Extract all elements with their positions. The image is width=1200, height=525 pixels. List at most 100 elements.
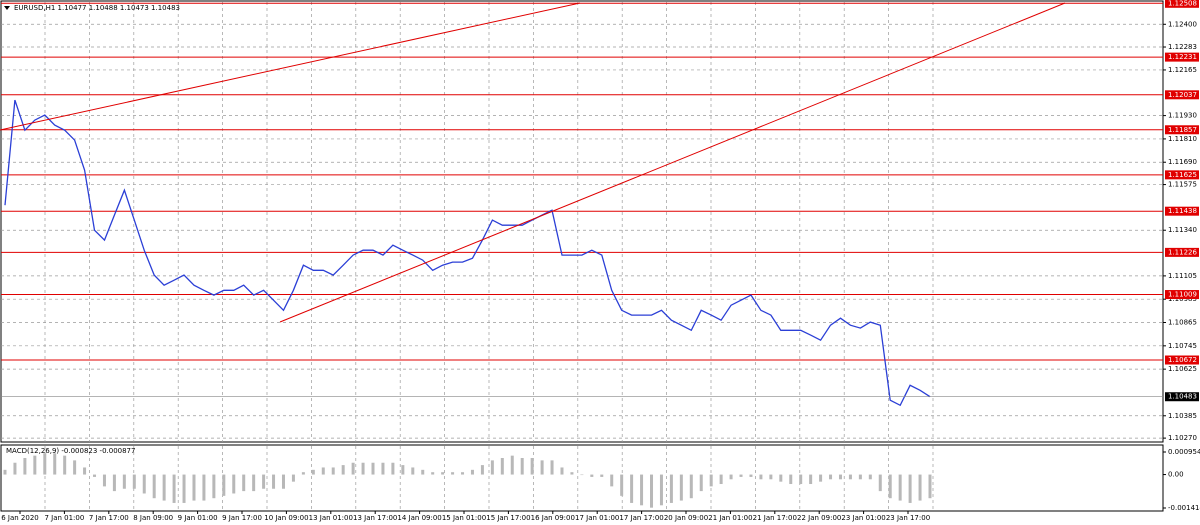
level-label-box bbox=[1165, 247, 1199, 257]
macd-bar bbox=[749, 474, 753, 477]
y-tick-label: 1.10625 bbox=[1168, 365, 1197, 373]
level-label: 1.11857 bbox=[1168, 126, 1197, 134]
macd-bar bbox=[202, 474, 206, 501]
macd-bar bbox=[789, 474, 793, 485]
macd-bar bbox=[520, 458, 524, 475]
macd-title: MACD(12,26,9) -0.000823 -0.000877 bbox=[6, 447, 135, 455]
y-tick-label: 1.12165 bbox=[1168, 66, 1197, 74]
y-tick-label: 1.12400 bbox=[1168, 20, 1197, 28]
macd-bar bbox=[281, 474, 285, 489]
y-tick-label: 1.11690 bbox=[1168, 158, 1197, 166]
x-tick-label: 9 Jan 01:00 bbox=[178, 514, 218, 522]
y-tick-label: 1.11340 bbox=[1168, 226, 1197, 234]
macd-bar bbox=[470, 469, 474, 475]
level-label-box bbox=[1165, 52, 1199, 62]
level-label: 1.10672 bbox=[1168, 356, 1197, 364]
macd-bar bbox=[600, 474, 604, 477]
level-label-box bbox=[1165, 0, 1199, 8]
y-tick-label: 1.11810 bbox=[1168, 135, 1197, 143]
y-tick-label: 1.11105 bbox=[1168, 272, 1197, 280]
macd-bar bbox=[451, 472, 455, 475]
macd-bar bbox=[162, 474, 166, 501]
macd-bar bbox=[779, 474, 783, 482]
macd-bar bbox=[590, 474, 594, 477]
macd-bar bbox=[630, 474, 634, 503]
macd-bar bbox=[142, 474, 146, 494]
x-tick-label: 21 Jan 01:00 bbox=[708, 514, 752, 522]
x-tick-label: 13 Jan 17:00 bbox=[353, 514, 397, 522]
macd-bar bbox=[192, 474, 196, 501]
x-tick-label: 20 Jan 09:00 bbox=[664, 514, 708, 522]
macd-bar bbox=[401, 465, 405, 475]
macd-bar bbox=[182, 474, 186, 503]
macd-bar bbox=[640, 474, 644, 506]
x-tick-label: 22 Jan 09:00 bbox=[797, 514, 841, 522]
macd-bar bbox=[73, 460, 77, 475]
current-price-label: 1.10483 bbox=[1168, 393, 1197, 401]
macd-bar bbox=[351, 462, 355, 475]
x-tick-label: 9 Jan 17:00 bbox=[222, 514, 262, 522]
x-tick-label: 21 Jan 17:00 bbox=[753, 514, 797, 522]
macd-bar bbox=[799, 474, 803, 485]
macd-bar bbox=[63, 455, 67, 475]
macd-bar bbox=[918, 474, 922, 501]
x-tick-label: 23 Jan 01:00 bbox=[841, 514, 885, 522]
y-tick-label: 1.10865 bbox=[1168, 319, 1197, 327]
macd-bar bbox=[441, 472, 445, 475]
macd-bar bbox=[411, 467, 415, 475]
y-tick-label: 0.00 bbox=[1168, 471, 1184, 479]
macd-bar bbox=[620, 474, 624, 496]
macd-bar bbox=[610, 474, 614, 487]
level-label: 1.11009 bbox=[1168, 291, 1197, 299]
macd-bar bbox=[838, 474, 842, 480]
macd-bar bbox=[669, 474, 673, 503]
macd-bar bbox=[461, 472, 465, 475]
macd-bar bbox=[480, 465, 484, 475]
macd-bar bbox=[500, 458, 504, 475]
macd-bar bbox=[212, 474, 216, 499]
macd-bar bbox=[252, 474, 256, 492]
level-label: 1.11438 bbox=[1168, 207, 1197, 215]
macd-bar bbox=[13, 462, 17, 475]
y-tick-label: 1.12283 bbox=[1168, 43, 1197, 51]
level-label-box bbox=[1165, 290, 1199, 300]
macd-bar bbox=[331, 467, 335, 475]
macd-bar bbox=[679, 474, 683, 501]
macd-bar bbox=[699, 474, 703, 492]
y-tick-label: 0.000954 bbox=[1168, 448, 1200, 456]
current-price-box bbox=[1165, 392, 1199, 402]
macd-bar bbox=[53, 453, 57, 475]
x-tick-label: 6 Jan 2020 bbox=[1, 514, 39, 522]
macd-bar bbox=[650, 474, 654, 508]
x-tick-label: 7 Jan 17:00 bbox=[89, 514, 129, 522]
level-label: 1.12037 bbox=[1168, 91, 1197, 99]
macd-bar bbox=[719, 474, 723, 485]
macd-bar bbox=[23, 458, 27, 475]
x-tick-label: 16 Jan 09:00 bbox=[531, 514, 575, 522]
macd-bar bbox=[232, 474, 236, 494]
level-label: 1.12231 bbox=[1168, 53, 1197, 61]
macd-bar bbox=[769, 474, 773, 480]
y-tick-label: 1.10985 bbox=[1168, 295, 1197, 303]
macd-bar bbox=[550, 460, 554, 475]
menu-arrow[interactable] bbox=[4, 6, 10, 10]
macd-bar bbox=[122, 474, 126, 489]
x-tick-label: 10 Jan 09:00 bbox=[264, 514, 308, 522]
x-tick-label: 17 Jan 17:00 bbox=[619, 514, 663, 522]
macd-bar bbox=[301, 472, 305, 475]
macd-bar bbox=[262, 474, 266, 489]
macd-bar bbox=[490, 460, 494, 475]
macd-bar bbox=[530, 458, 534, 475]
macd-bar bbox=[739, 474, 743, 477]
x-tick-label: 7 Jan 01:00 bbox=[44, 514, 84, 522]
macd-bar bbox=[689, 474, 693, 499]
x-tick-label: 23 Jan 17:00 bbox=[886, 514, 930, 522]
macd-bar bbox=[321, 467, 325, 475]
level-label: 1.11226 bbox=[1168, 248, 1197, 256]
macd-bar bbox=[829, 474, 833, 480]
main-frame bbox=[0, 0, 1164, 443]
macd-bar bbox=[659, 474, 663, 506]
macd-bar bbox=[510, 455, 514, 475]
